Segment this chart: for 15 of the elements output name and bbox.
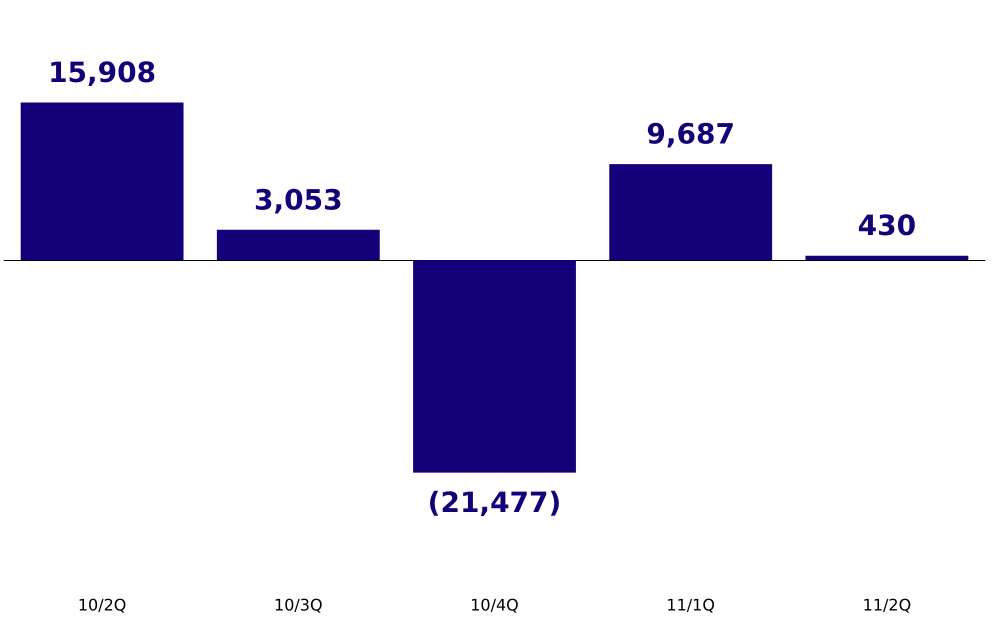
bar [413, 260, 576, 473]
bar [805, 256, 968, 260]
bar [216, 230, 380, 260]
x-tick-label: 11/1Q [666, 596, 715, 614]
x-tick-label: 10/3Q [274, 596, 323, 614]
data-label: 15,908 [48, 56, 156, 90]
x-tick-label: 11/2Q [862, 596, 912, 614]
bar [609, 164, 772, 260]
bar [20, 102, 184, 260]
x-tick-label: 10/2Q [78, 596, 126, 614]
data-label: 430 [858, 209, 916, 242]
data-label: 3,053 [254, 183, 343, 216]
data-label: 9,687 [646, 118, 735, 151]
data-label: (21,477) [428, 486, 562, 520]
x-tick-label: 10/4Q [470, 596, 519, 614]
